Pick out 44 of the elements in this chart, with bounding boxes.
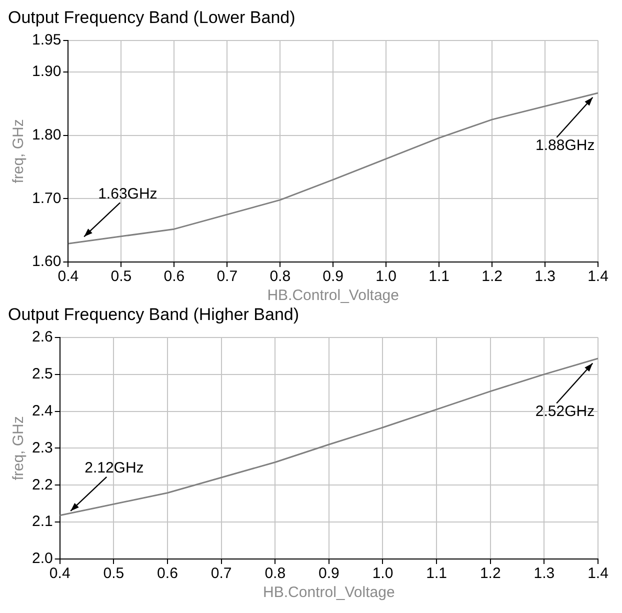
x-tick-label: 0.9 [318,565,340,582]
x-tick-label: 1.2 [480,565,501,582]
y-axis-title: freq, GHz [10,416,28,480]
x-tick-label: 0.6 [164,268,185,286]
chart-title: Output Frequency Band (Higher Band) [8,304,300,324]
x-tick-label: 1.0 [372,565,394,582]
x-axis-title: HB.Control_Voltage [267,287,399,304]
x-tick-label: 1.1 [426,565,447,582]
y-tick-label: 1.90 [32,63,62,80]
x-tick-label: 1.2 [482,268,502,286]
annotation: 1.63GHz [98,185,158,202]
x-tick-label: 1.4 [588,565,608,582]
annotation: 2.52GHz [535,402,595,420]
x-axis-title: HB.Control_Voltage [263,584,395,602]
x-tick-label: 0.9 [322,268,344,286]
y-tick-label: 2.6 [32,328,53,346]
x-tick-label: 0.8 [264,565,286,582]
x-tick-label: 1.1 [428,268,450,286]
y-tick-label: 2.4 [32,402,53,420]
y-tick-label: 2.1 [32,513,53,530]
y-tick-label: 2.3 [32,439,53,456]
y-tick-label: 2.2 [32,476,53,494]
x-tick-label: 0.5 [110,268,132,286]
x-tick-label: 1.3 [534,268,556,286]
y-tick-label: 2.0 [32,550,53,568]
y-tick-label: 1.95 [32,32,62,49]
x-tick-label: 1.4 [588,268,608,286]
x-tick-label: 0.4 [49,565,70,582]
chart-title: Output Frequency Band (Lower Band) [8,8,296,27]
annotation: 1.88GHz [536,137,595,154]
x-tick-label: 0.7 [216,268,238,286]
y-tick-label: 1.70 [32,190,62,207]
y-tick-label: 1.80 [32,126,62,144]
x-tick-label: 0.6 [157,565,178,582]
y-tick-label: 1.60 [32,253,62,270]
y-tick-label: 2.5 [32,365,53,382]
x-tick-label: 1.0 [376,268,397,286]
y-axis-title: freq, GHz [10,119,28,184]
x-tick-label: 0.4 [58,268,79,286]
x-tick-label: 0.8 [270,268,291,286]
x-tick-label: 0.5 [103,565,124,582]
x-tick-label: 0.7 [210,565,232,582]
x-tick-label: 1.3 [534,565,555,582]
annotation: 2.12GHz [84,460,144,477]
